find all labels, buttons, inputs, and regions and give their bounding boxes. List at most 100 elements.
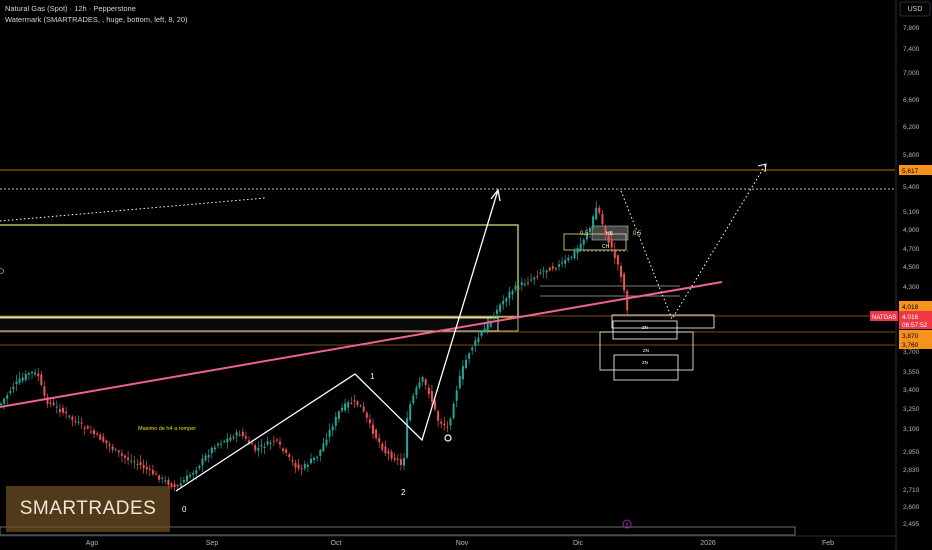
watermark: SMARTRADES (6, 486, 170, 532)
candle (545, 269, 548, 279)
candle (124, 453, 126, 465)
candle (372, 418, 374, 439)
candle (337, 409, 340, 423)
candle (477, 332, 480, 346)
candle (117, 449, 120, 458)
candle (331, 423, 334, 437)
candle (173, 480, 176, 492)
time-tick: Oct (331, 540, 342, 547)
pink-trendline (0, 281, 723, 408)
candle (455, 385, 458, 408)
candle (155, 470, 157, 476)
candle (334, 412, 337, 431)
candle (285, 447, 288, 456)
candle (49, 399, 52, 408)
candle (294, 459, 297, 473)
wave-label-0: 0 (182, 505, 187, 514)
candle (288, 452, 291, 461)
symbol-tag: NATGAS (870, 311, 898, 321)
svg-text:5,617: 5,617 (902, 168, 919, 175)
candle (46, 393, 49, 408)
svg-text:06:57:52: 06:57:52 (902, 322, 928, 329)
candle (403, 452, 405, 471)
candle (421, 375, 424, 387)
candle (322, 437, 325, 453)
candle (34, 368, 37, 377)
candle (551, 262, 554, 272)
candle (291, 456, 294, 466)
candle (626, 289, 629, 316)
level-lines (0, 169, 895, 346)
currency-label[interactable]: USD (907, 5, 923, 13)
candle (238, 430, 241, 437)
candle (300, 464, 303, 476)
candle (65, 406, 68, 419)
candle (120, 449, 123, 463)
candle (465, 354, 467, 370)
candle (492, 311, 495, 321)
zone-boxes (0, 224, 796, 536)
candle (74, 416, 77, 426)
candle (443, 417, 446, 431)
candle (251, 439, 254, 446)
price-tick: 5,800 (903, 152, 920, 159)
price-tick: 2,950 (903, 449, 920, 456)
candle (207, 449, 210, 463)
candle (601, 209, 604, 227)
candle (164, 475, 167, 485)
candle (362, 401, 365, 414)
currency-box (899, 1, 931, 17)
candle (378, 433, 381, 448)
candle (269, 440, 272, 450)
candle (381, 441, 384, 452)
zn-box-3 (613, 354, 679, 381)
price-tick: 4,300 (903, 284, 920, 291)
candle (384, 440, 387, 457)
candle (217, 442, 219, 449)
time-axis[interactable]: Ago Sep Oct Nov Dic 2026 Feb (0, 535, 896, 547)
price-axis[interactable]: 7,800 7,400 7,000 6,600 6,200 5,800 5,400 5,100… (870, 0, 932, 550)
price-tick: 5,400 (903, 184, 920, 191)
candle (499, 302, 502, 314)
price-tick: 2,830 (903, 467, 920, 474)
candle (306, 462, 309, 473)
candle (145, 460, 148, 475)
svg-text:4,018: 4,018 (902, 304, 919, 311)
price-tick: 3,250 (903, 406, 920, 413)
price-tag: 06:57:52 (899, 319, 932, 329)
candle (223, 439, 226, 444)
candle (102, 433, 105, 444)
candle (353, 394, 356, 408)
zn-box-1b (612, 320, 678, 340)
bottom-box (0, 526, 796, 536)
candle (471, 345, 474, 355)
candle (616, 253, 619, 271)
candle (554, 266, 557, 272)
price-tick: 4,700 (903, 246, 920, 253)
indicator-legend[interactable]: Watermark (SMARTRADES, , huge, bottom, l… (5, 15, 188, 24)
price-tag: 4,018 (899, 301, 932, 311)
candle (480, 330, 483, 338)
candle (341, 403, 343, 413)
candle (375, 427, 378, 441)
arrow-head (490, 188, 501, 202)
candle (576, 245, 579, 260)
candle (406, 411, 409, 460)
candle (27, 371, 30, 381)
price-tick: 7,800 (903, 25, 920, 32)
candle (449, 417, 452, 431)
candle (570, 255, 573, 261)
candle (496, 305, 498, 319)
candle (58, 403, 61, 417)
candle (31, 370, 33, 379)
price-tick: 2,600 (903, 504, 920, 511)
white-zone-box (0, 317, 499, 332)
svg-text:4,016: 4,016 (902, 314, 919, 321)
candle (192, 470, 195, 480)
price-tag: 4,016 (899, 311, 932, 321)
candle (452, 401, 455, 420)
fib-left-label: 0,5 (580, 231, 589, 237)
candle (241, 427, 244, 439)
candle (148, 465, 151, 477)
